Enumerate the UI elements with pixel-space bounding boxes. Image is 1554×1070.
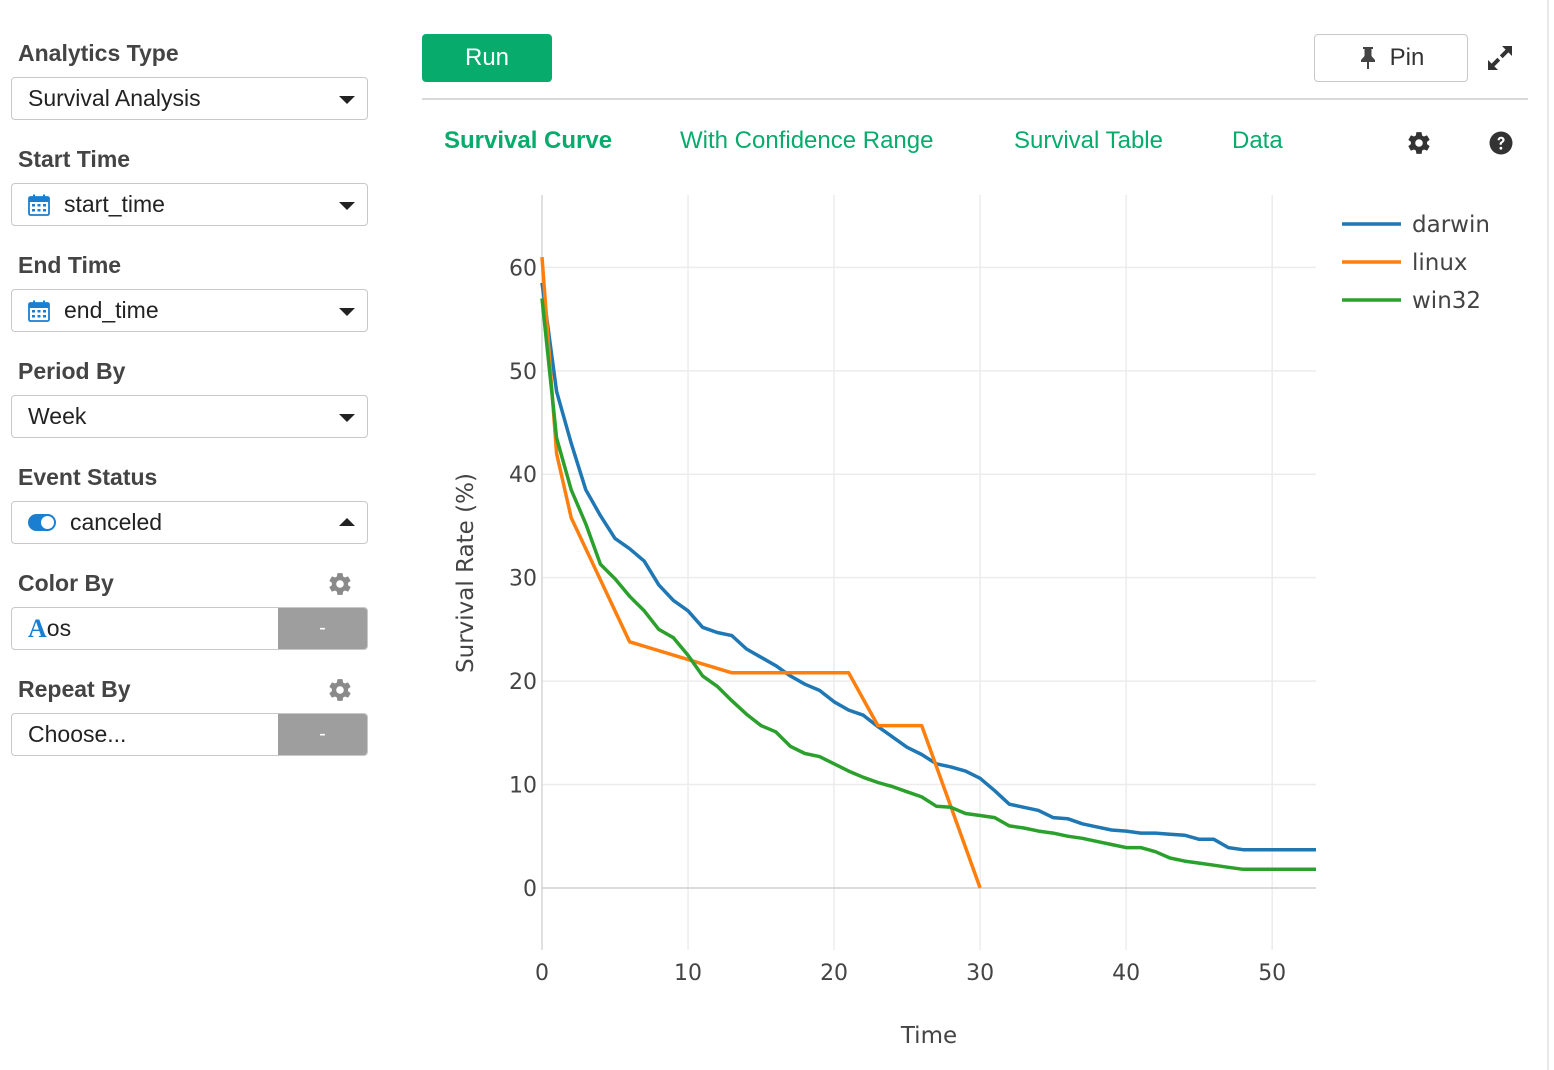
tab-data[interactable]: Data <box>1232 127 1283 154</box>
chevron-down-icon <box>339 413 355 422</box>
y-tick-label: 60 <box>509 256 537 281</box>
tab-survival-curve[interactable]: Survival Curve <box>444 127 613 154</box>
y-tick-label: 0 <box>523 877 537 902</box>
x-tick-label: 10 <box>674 961 702 986</box>
x-tick-label: 40 <box>1112 961 1140 986</box>
text-type-icon: A <box>28 613 47 643</box>
event-status-label: Event Status <box>18 464 158 490</box>
calendar-icon <box>28 300 50 322</box>
end-time-value: end_time <box>64 297 159 323</box>
chart-grid <box>541 195 1316 950</box>
x-axis-label: Time <box>900 1023 957 1049</box>
y-axis-label: Survival Rate (%) <box>453 473 479 673</box>
gear-icon[interactable] <box>1406 130 1432 156</box>
gear-icon[interactable] <box>327 677 353 703</box>
chart-lines <box>540 256 1316 889</box>
x-tick-label: 50 <box>1258 961 1286 986</box>
color-by-value: os <box>46 615 72 641</box>
analytics-type-value: Survival Analysis <box>28 85 201 111</box>
tab-confidence-range[interactable]: With Confidence Range <box>680 127 934 154</box>
chevron-down-icon <box>339 201 355 210</box>
series-line-linux <box>540 256 982 889</box>
series-line-win32 <box>540 298 1316 872</box>
pin-button[interactable]: Pin <box>1314 34 1468 82</box>
start-time-select[interactable]: start_time <box>11 183 368 226</box>
x-tick-label: 30 <box>966 961 994 986</box>
period-by-value: Week <box>28 403 87 429</box>
chevron-up-icon <box>339 517 355 526</box>
period-by-select[interactable]: Week <box>11 395 368 438</box>
analytics-type-select[interactable]: Survival Analysis <box>11 77 368 120</box>
y-tick-label: 30 <box>509 567 537 592</box>
header-divider <box>422 98 1528 100</box>
x-tick-label: 0 <box>535 961 549 986</box>
repeat-by-control: Choose... - <box>11 713 368 756</box>
event-status-value: canceled <box>70 509 163 535</box>
chevron-down-icon <box>339 95 355 104</box>
panel-edge <box>1547 0 1549 1070</box>
end-time-select[interactable]: end_time <box>11 289 368 332</box>
gear-icon[interactable] <box>327 571 353 597</box>
tab-survival-table[interactable]: Survival Table <box>1014 127 1163 154</box>
expand-icon[interactable] <box>1486 44 1514 72</box>
series-line-darwin <box>540 282 1316 852</box>
y-tick-label: 20 <box>509 670 537 695</box>
legend-label-linux[interactable]: linux <box>1412 250 1468 276</box>
y-tick-label: 10 <box>509 774 537 799</box>
repeat-by-clear-button[interactable]: - <box>278 714 367 755</box>
end-time-label: End Time <box>18 252 122 278</box>
sidebar: Analytics Type Survival Analysis Start T… <box>0 0 390 1070</box>
start-time-label: Start Time <box>18 146 131 172</box>
color-by-select[interactable]: A os <box>12 608 278 649</box>
repeat-by-label: Repeat By <box>18 676 131 702</box>
chart-legend: darwin linux win32 <box>1342 212 1490 314</box>
color-by-clear-button[interactable]: - <box>278 608 367 649</box>
x-tick-label: 20 <box>820 961 848 986</box>
analytics-type-label: Analytics Type <box>18 40 179 66</box>
help-icon[interactable] <box>1489 131 1513 155</box>
chart-ticks: 0 10 20 30 40 50 0 10 20 30 40 50 60 <box>509 256 1286 986</box>
toggle-icon <box>28 514 56 531</box>
color-by-label: Color By <box>18 570 114 596</box>
repeat-by-select[interactable]: Choose... <box>28 721 127 747</box>
legend-label-darwin[interactable]: darwin <box>1412 212 1490 238</box>
y-tick-label: 40 <box>509 463 537 488</box>
event-status-select[interactable]: canceled <box>11 501 368 544</box>
start-time-value: start_time <box>64 191 165 217</box>
pin-icon <box>1360 47 1375 69</box>
chevron-down-icon <box>339 307 355 316</box>
legend-label-win32[interactable]: win32 <box>1412 288 1481 314</box>
y-tick-label: 50 <box>509 360 537 385</box>
calendar-icon <box>28 194 50 216</box>
color-by-control: A os - <box>11 607 368 650</box>
pin-label: Pin <box>1389 44 1425 71</box>
run-button[interactable]: Run <box>422 34 552 82</box>
period-by-label: Period By <box>18 358 126 384</box>
